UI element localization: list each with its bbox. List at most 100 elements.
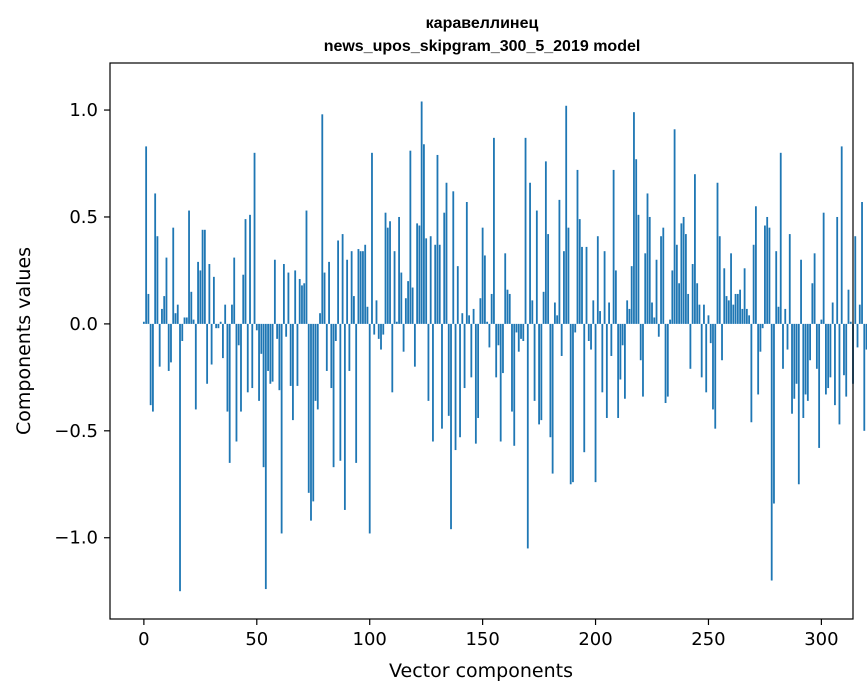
bar-266 [743,268,746,324]
bar-234 [671,270,674,324]
bar-273 [759,323,762,352]
x-axis-ticks: 0 50 100 150 200 250 300 [138,619,839,650]
x-tick-label: 250 [691,629,725,650]
bar-220 [639,323,642,361]
bar-313 [849,321,852,324]
bar-16 [179,323,181,592]
bar-188 [567,227,570,324]
x-axis-label: Vector components [389,660,573,682]
bar-88 [341,234,344,324]
bar-206 [608,302,610,324]
bar-311 [845,323,848,397]
bar-215 [628,308,631,324]
bar-99 [366,306,369,324]
bar-279 [773,323,775,504]
bar-107 [384,212,387,324]
bar-181 [551,323,554,474]
bar-167 [520,323,522,339]
bar-143 [465,202,468,324]
bar-183 [556,315,559,324]
bar-237 [678,283,681,324]
bar-37 [226,323,229,412]
bar-86 [337,240,339,324]
bar-130 [436,154,439,324]
bar-103 [375,300,378,324]
bar-64 [287,272,290,324]
bar-82 [328,261,330,324]
bar-96 [359,251,362,324]
bar-77 [316,323,319,410]
bar-309 [840,146,843,324]
bar-174 [535,210,538,324]
bar-218 [635,159,638,324]
bar-292 [802,323,805,418]
bar-23 [194,323,197,410]
y-tick-label: 0.5 [69,207,98,228]
bar-233 [669,319,671,324]
bar-204 [603,251,606,324]
bar-44 [242,274,245,324]
bar-297 [813,253,816,324]
bar-7 [158,323,161,367]
bar-194 [581,246,583,324]
bar-230 [662,227,665,324]
bar-247 [700,323,703,378]
bar-207 [610,323,613,356]
bar-210 [617,323,620,418]
bar-235 [673,129,676,324]
bar-43 [240,323,242,412]
bar-27 [203,229,206,324]
bar-162 [508,293,511,324]
bar-219 [637,214,640,324]
bar-63 [285,323,288,337]
bar-85 [334,323,337,341]
bar-253 [714,323,717,429]
bar-45 [244,219,247,324]
bar-20 [188,210,190,324]
bar-4 [152,323,154,412]
bar-118 [409,150,412,324]
bar-35 [222,323,224,359]
bar-59 [276,323,279,339]
bar-134 [445,182,448,324]
bar-31 [212,276,215,324]
bar-252 [712,323,714,410]
bar-92 [350,251,353,324]
bar-282 [779,152,782,324]
y-axis-ticks: −1.0 −0.5 0.0 0.5 1.0 [54,100,110,549]
bar-263 [736,293,739,324]
bar-133 [443,212,446,324]
bar-22 [192,319,195,324]
bar-288 [793,323,796,399]
bar-32 [215,323,218,329]
bar-58 [273,259,276,324]
bar-79 [321,114,324,324]
bar-49 [253,152,256,324]
bar-87 [339,323,342,461]
bar-265 [741,308,744,324]
bar-275 [764,225,766,324]
bar-274 [761,323,764,329]
bar-205 [605,323,608,418]
bar-303 [827,323,830,389]
bar-317 [858,304,861,324]
bar-213 [624,323,626,399]
bar-302 [825,323,827,395]
bar-296 [811,283,814,324]
bar-172 [531,300,534,324]
bar-217 [633,112,635,324]
bar-284 [784,308,787,324]
bar-105 [380,323,382,350]
bar-90 [346,259,349,324]
bar-128 [432,323,434,442]
bar-257 [723,268,726,324]
bar-137 [452,191,455,324]
bar-57 [271,323,274,382]
bar-141 [461,313,464,324]
bar-318 [861,202,863,324]
bar-139 [456,266,459,324]
bar-191 [574,323,577,333]
bar-203 [601,323,604,393]
chart-subtitle: news_upos_skipgram_300_5_2019 model [324,38,641,55]
bar-259 [727,300,730,324]
